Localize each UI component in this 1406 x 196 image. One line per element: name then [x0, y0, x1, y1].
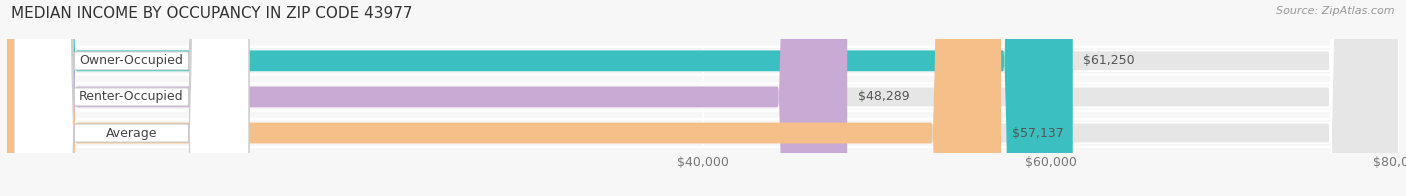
- FancyBboxPatch shape: [14, 0, 249, 196]
- FancyBboxPatch shape: [7, 0, 848, 196]
- FancyBboxPatch shape: [7, 0, 1399, 196]
- Text: Average: Average: [105, 127, 157, 140]
- FancyBboxPatch shape: [7, 0, 1073, 196]
- FancyBboxPatch shape: [7, 0, 1399, 196]
- Text: Owner-Occupied: Owner-Occupied: [80, 54, 183, 67]
- Text: $61,250: $61,250: [1083, 54, 1135, 67]
- FancyBboxPatch shape: [7, 0, 1399, 196]
- FancyBboxPatch shape: [7, 0, 1399, 196]
- Text: Source: ZipAtlas.com: Source: ZipAtlas.com: [1277, 6, 1395, 16]
- FancyBboxPatch shape: [14, 0, 249, 196]
- FancyBboxPatch shape: [14, 0, 249, 196]
- Text: $57,137: $57,137: [1011, 127, 1063, 140]
- Text: MEDIAN INCOME BY OCCUPANCY IN ZIP CODE 43977: MEDIAN INCOME BY OCCUPANCY IN ZIP CODE 4…: [11, 6, 413, 21]
- FancyBboxPatch shape: [7, 0, 1399, 196]
- FancyBboxPatch shape: [7, 0, 1399, 196]
- FancyBboxPatch shape: [7, 0, 1001, 196]
- Text: $48,289: $48,289: [858, 90, 910, 103]
- Text: Renter-Occupied: Renter-Occupied: [79, 90, 184, 103]
